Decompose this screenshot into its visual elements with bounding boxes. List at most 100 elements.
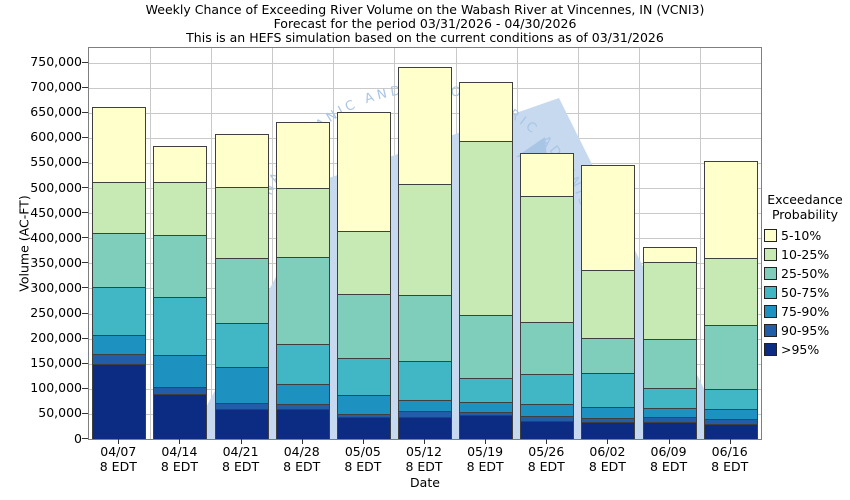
legend-swatch — [764, 248, 777, 261]
y-tick-label: 550,000 — [30, 154, 82, 170]
x-tick-mark — [424, 439, 425, 444]
x-tick-date: 06/09 — [650, 444, 687, 459]
y-tick-label: 100,000 — [30, 380, 82, 396]
y-tick-label: 700,000 — [30, 79, 82, 95]
bar-segment-05/26-25-50% — [520, 322, 575, 375]
x-tick-mark — [546, 439, 548, 444]
bar-segment-05/05->95% — [336, 417, 391, 439]
bar-segment-05/12-10-25% — [398, 183, 452, 295]
y-tick-label: 0 — [74, 430, 82, 446]
bar-segment-04/14-90-95% — [153, 386, 208, 394]
bar-segment-05/12-25-50% — [398, 294, 452, 362]
x-tick-time: 8 EDT — [466, 459, 504, 474]
bar-segment-06/02-5-10% — [581, 164, 636, 270]
bar-segment-05/05-10-25% — [336, 230, 391, 295]
x-tick-label: 04/14 8 EDT — [144, 444, 214, 474]
bar-segment-04/21-90-95% — [214, 403, 269, 410]
y-tick-mark — [82, 438, 88, 439]
x-tick-date: 04/21 — [222, 444, 259, 459]
v-gridline — [149, 48, 151, 439]
bar-segment-05/26-5-10% — [520, 152, 575, 196]
x-tick-label: 05/12 8 EDT — [389, 444, 459, 474]
bar-segment-04/07-50-75% — [92, 287, 147, 336]
legend-item: >95% — [764, 340, 850, 359]
legend-item-label: 75-90% — [781, 304, 830, 319]
legend-item-label: 90-95% — [781, 323, 830, 338]
x-tick-mark — [485, 439, 487, 444]
v-gridline — [700, 48, 702, 439]
legend-item: 75-90% — [764, 302, 850, 321]
x-tick-mark — [301, 439, 303, 444]
bar-segment-06/09-75-90% — [642, 408, 697, 417]
legend-item-label: 5-10% — [781, 228, 822, 243]
bar-segment-04/07-75-90% — [92, 335, 147, 354]
x-tick-date: 05/19 — [467, 444, 504, 459]
bar-segment-05/19->95% — [459, 415, 514, 439]
v-gridline — [211, 48, 212, 439]
bar-segment-04/14-5-10% — [153, 145, 208, 182]
bar-segment-05/26->95% — [520, 420, 575, 439]
x-tick-date: 06/02 — [589, 444, 626, 459]
bar-segment-04/14-10-25% — [153, 182, 208, 236]
x-tick-label: 06/09 8 EDT — [634, 444, 704, 474]
bar-segment-05/19-90-95% — [459, 411, 514, 416]
x-tick-time: 8 EDT — [344, 459, 382, 474]
x-tick-time: 8 EDT — [99, 459, 137, 474]
bar-segment-05/19-25-50% — [459, 314, 514, 378]
legend-swatch — [764, 305, 777, 318]
legend-item-label: 10-25% — [781, 247, 830, 262]
bar-segment-06/16-90-95% — [703, 418, 758, 424]
legend-title-line2: Probability — [771, 207, 839, 222]
bar-segment-04/07-90-95% — [92, 353, 147, 364]
bar-segment-05/05-90-95% — [336, 413, 391, 418]
x-tick-mark — [240, 439, 242, 444]
x-tick-mark — [118, 439, 120, 444]
bar-segment-06/09-10-25% — [642, 261, 697, 340]
h-gridline — [89, 62, 761, 64]
bar-segment-06/16-10-25% — [703, 258, 758, 325]
y-tick-label: 150,000 — [30, 355, 82, 371]
x-tick-time: 8 EDT — [527, 459, 565, 474]
x-tick-date: 05/05 — [344, 444, 381, 459]
bar-segment-05/12-50-75% — [398, 361, 452, 400]
legend-title-line1: Exceedance — [767, 192, 843, 207]
bar-segment-05/26-75-90% — [520, 404, 575, 416]
bar-segment-06/02-10-25% — [581, 269, 636, 338]
bar-segment-05/05-75-90% — [336, 395, 391, 414]
bar-segment-04/21-75-90% — [214, 366, 269, 404]
y-tick-mark — [82, 187, 88, 189]
y-tick-mark — [82, 111, 88, 113]
x-tick-mark — [729, 439, 731, 444]
bar-segment-04/28->95% — [275, 409, 330, 439]
bar-segment-04/14-50-75% — [153, 297, 208, 356]
bar-segment-05/12-90-95% — [398, 411, 452, 417]
legend-item: 90-95% — [764, 321, 850, 340]
x-tick-date: 04/28 — [283, 444, 320, 459]
bar-segment-06/09->95% — [642, 421, 697, 439]
y-tick-label: 400,000 — [30, 229, 82, 245]
y-tick-label: 350,000 — [30, 254, 82, 270]
bar-segment-06/09-50-75% — [642, 388, 697, 409]
legend-item: 10-25% — [764, 245, 850, 264]
x-tick-label: 05/26 8 EDT — [511, 444, 581, 474]
x-tick-time: 8 EDT — [711, 459, 749, 474]
bar-segment-06/16-25-50% — [703, 324, 758, 389]
y-tick-label: 50,000 — [38, 405, 82, 421]
y-tick-mark — [82, 161, 88, 163]
x-tick-mark — [362, 439, 364, 444]
bar-segment-06/02-75-90% — [581, 406, 636, 418]
y-tick-label: 750,000 — [30, 54, 82, 70]
plot-area: NATIONAL OCEANIC AND ATMOSPHERIC ADMINIS… — [88, 47, 762, 440]
bar-segment-05/19-75-90% — [459, 401, 514, 412]
y-tick-label: 250,000 — [30, 305, 82, 321]
x-tick-label: 06/16 8 EDT — [695, 444, 765, 474]
legend-swatch — [764, 286, 777, 299]
bar-segment-05/26-90-95% — [520, 415, 575, 421]
x-tick-label: 04/07 8 EDT — [83, 444, 153, 474]
bar-segment-06/16-50-75% — [703, 388, 758, 410]
x-tick-time: 8 EDT — [588, 459, 626, 474]
y-tick-mark — [82, 212, 88, 214]
y-tick-mark — [82, 387, 88, 389]
chart-note: This is an HEFS simulation based on the … — [186, 30, 664, 45]
